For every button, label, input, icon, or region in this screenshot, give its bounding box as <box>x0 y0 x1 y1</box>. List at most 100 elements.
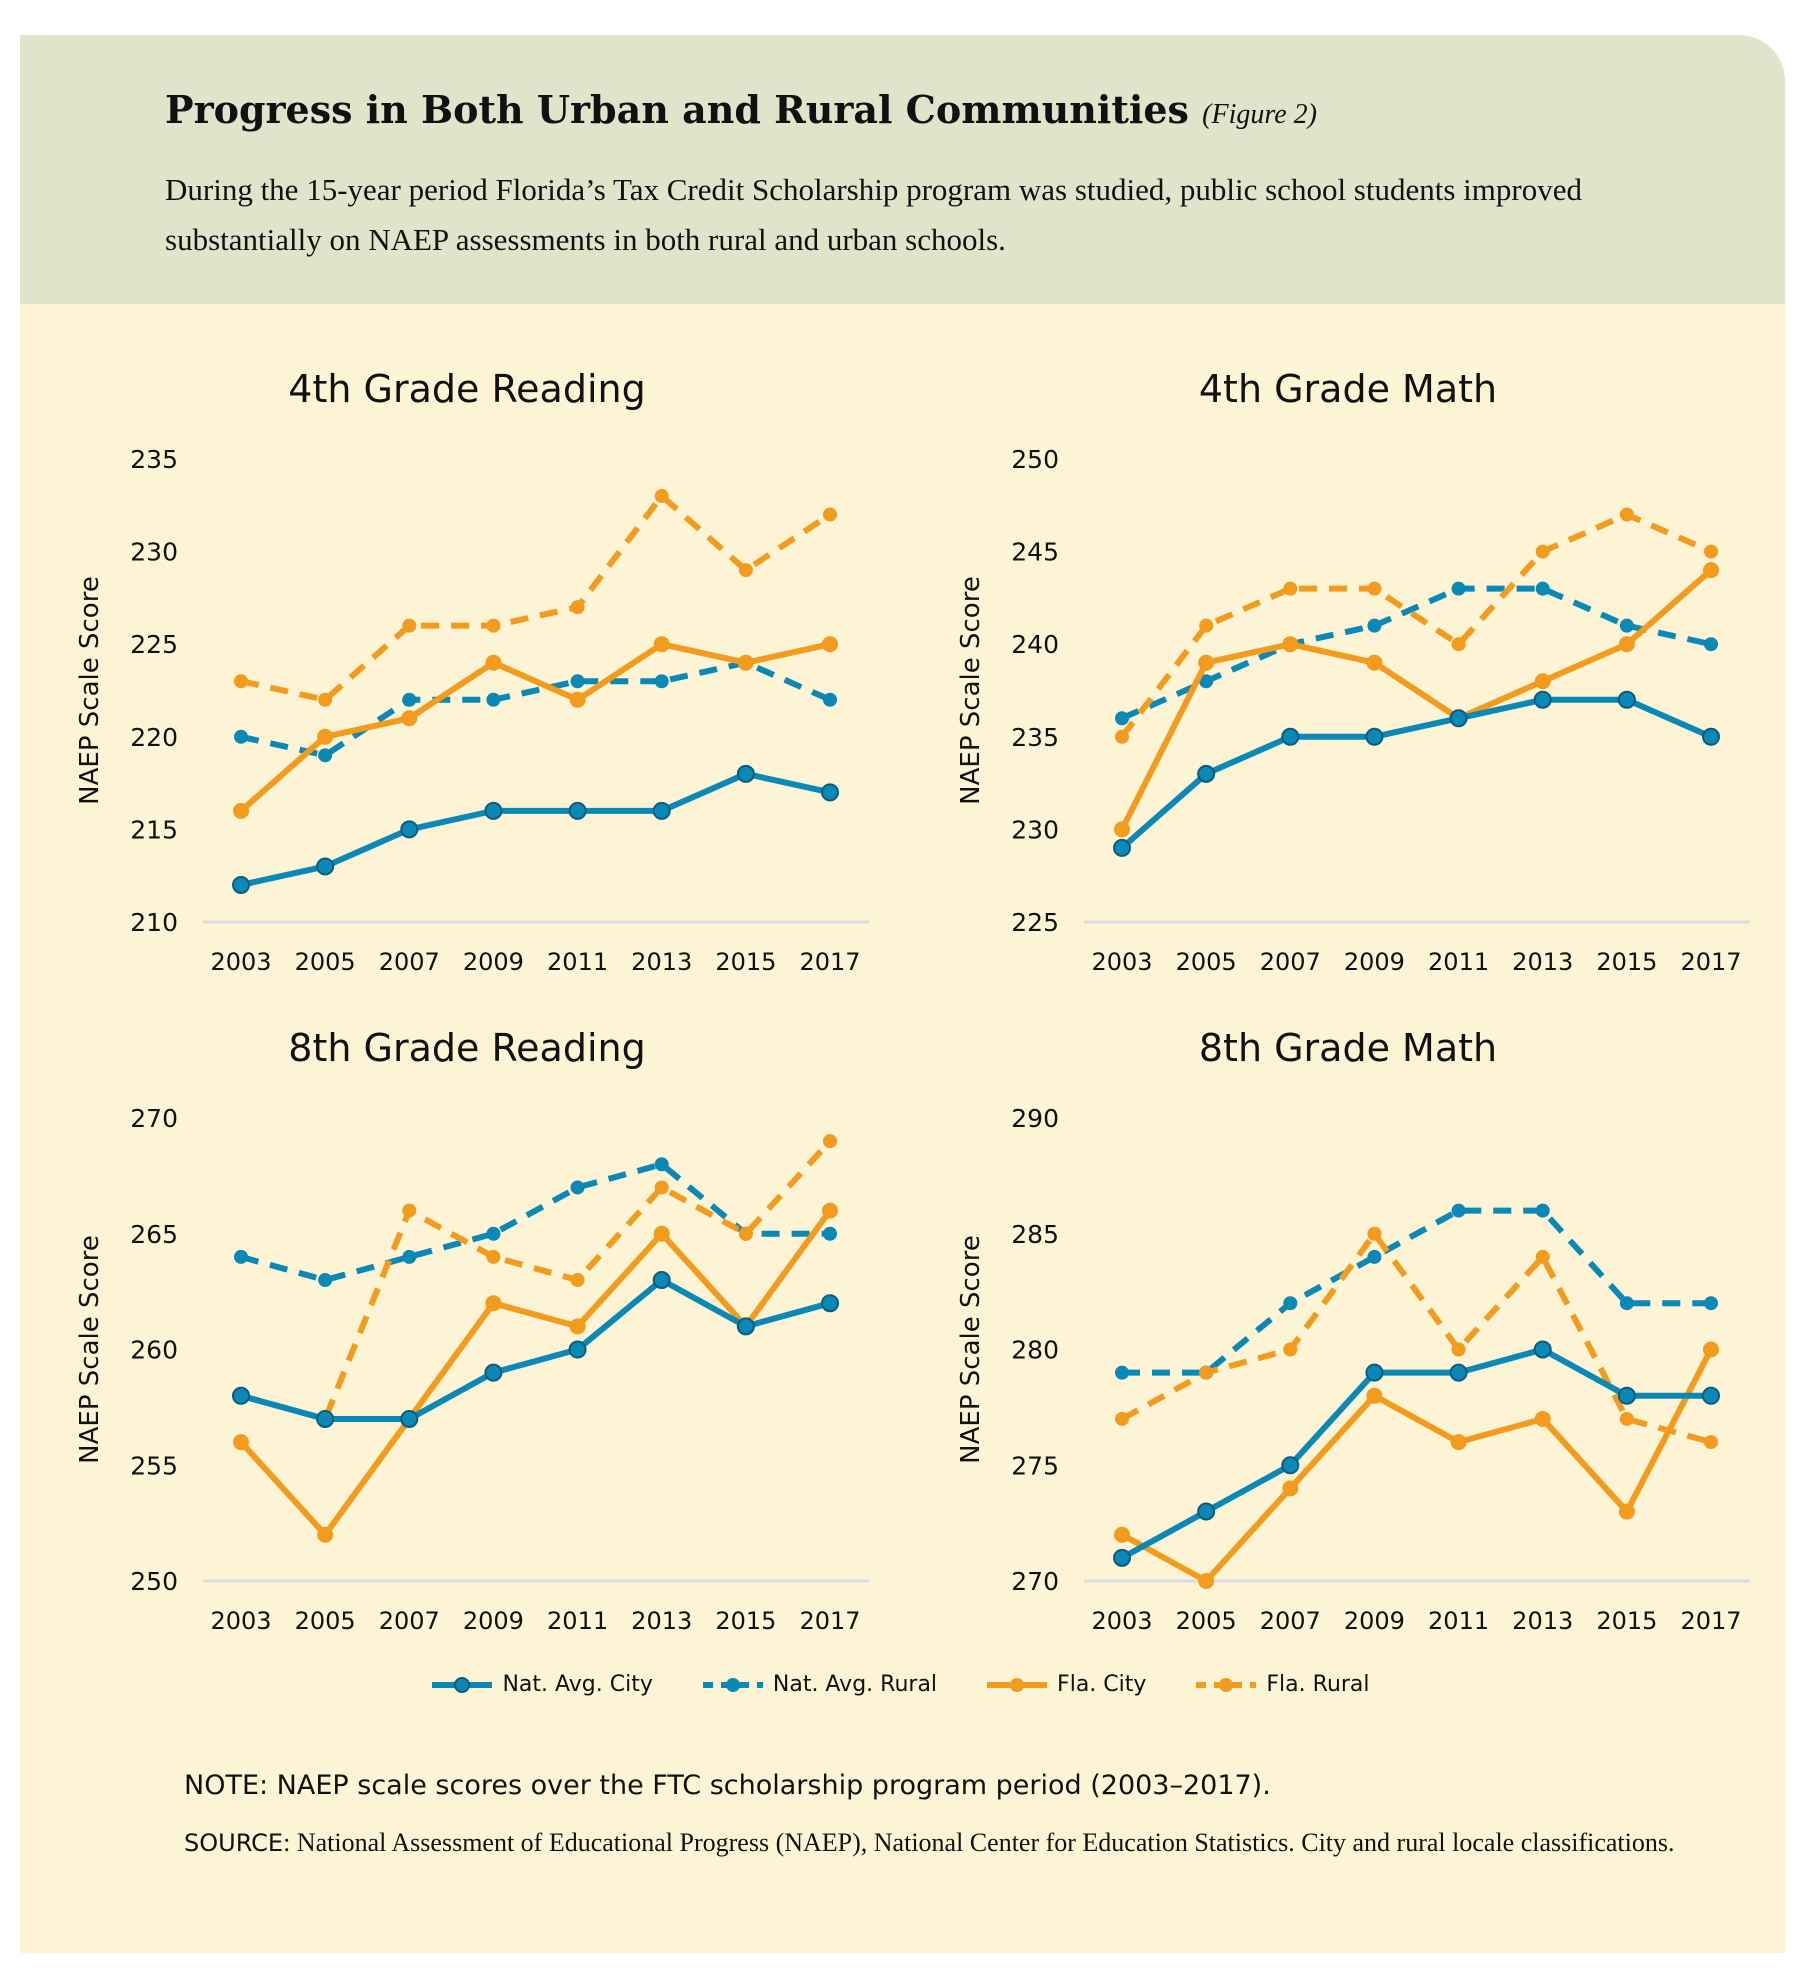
y-tick-label: 250 <box>1011 445 1059 474</box>
x-tick-label: 2003 <box>1091 1607 1152 1635</box>
data-point <box>1451 581 1466 596</box>
data-point <box>400 820 419 839</box>
data-point <box>569 691 586 708</box>
data-point <box>1704 1435 1718 1450</box>
series-line <box>240 1161 830 1284</box>
data-point <box>1704 1296 1718 1311</box>
data-point <box>1367 581 1382 596</box>
data-point <box>486 618 501 633</box>
data-point <box>823 507 837 522</box>
data-point <box>1449 709 1468 728</box>
x-tick-label: 2007 <box>1260 948 1321 976</box>
legend-item: Fla. City <box>985 1672 1146 1697</box>
series-line <box>240 1139 833 1422</box>
data-point <box>233 1434 249 1451</box>
data-point <box>822 1202 838 1219</box>
series-fla-city <box>1114 1341 1719 1589</box>
y-tick-label: 220 <box>130 723 178 752</box>
data-point <box>1113 1548 1131 1567</box>
series-line <box>239 641 831 814</box>
series-nat-avg-rural <box>234 1157 837 1288</box>
x-tick-label: 2009 <box>1344 948 1405 976</box>
note-text: NOTE: NAEP scale scores over the FTC sch… <box>184 1770 1271 1801</box>
data-point <box>1283 581 1298 596</box>
legend-item: Fla. Rural <box>1194 1672 1370 1697</box>
series-line <box>240 493 832 703</box>
data-point <box>1534 673 1551 690</box>
y-tick-label: 260 <box>130 1336 178 1365</box>
data-point <box>570 674 585 689</box>
data-point <box>653 1225 670 1242</box>
data-point <box>400 1409 419 1428</box>
chart-4th-grade-reading: 4th Grade Reading NAEP Scale Score 210 215 2… <box>75 367 869 976</box>
chart-8th-grade-reading: 8th Grade Reading NAEP Scale Score 250 255 2… <box>75 1026 869 1635</box>
chart-title: 4th Grade Reading <box>288 367 645 411</box>
data-point <box>1114 1526 1130 1543</box>
legend-item: Nat. Avg. City <box>430 1672 653 1697</box>
x-tick-label: 2013 <box>1512 948 1573 976</box>
legend: Nat. Avg. City Nat. Avg. Rural Fla. City Fl… <box>0 1672 1800 1697</box>
y-tick-label: 285 <box>1011 1220 1059 1249</box>
data-point <box>1535 1203 1550 1218</box>
data-point <box>652 801 671 820</box>
x-tick-label: 2003 <box>1091 948 1152 976</box>
data-point <box>1702 1386 1720 1405</box>
y-tick-label: 265 <box>130 1220 178 1249</box>
figure-label: (Figure 2) <box>1202 99 1317 130</box>
data-point <box>318 1273 333 1288</box>
source-body: : National Assessment of Educational Pro… <box>283 1828 1675 1857</box>
series-line <box>1122 1207 1711 1376</box>
data-point <box>1197 764 1216 783</box>
y-tick-label: 280 <box>1011 1336 1059 1365</box>
data-point <box>1115 1365 1129 1380</box>
x-tick-label: 2011 <box>547 1607 608 1635</box>
series-line <box>240 1277 831 1422</box>
data-point <box>402 618 417 633</box>
data-point <box>1451 1203 1466 1218</box>
data-point <box>1366 654 1383 671</box>
y-tick-label: 225 <box>1011 908 1059 937</box>
chart-title: 8th Grade Reading <box>288 1026 645 1070</box>
data-point <box>484 801 503 820</box>
x-tick-label: 2013 <box>1512 1607 1573 1635</box>
figure-subtitle: During the 15-year period Florida’s Tax … <box>165 172 1582 257</box>
data-point <box>233 802 249 819</box>
data-point <box>1281 727 1300 746</box>
data-point <box>570 600 585 615</box>
data-point <box>1617 690 1636 709</box>
figure-title: Progress in Both Urban and Rural Communi… <box>165 87 1317 132</box>
x-tick-label: 2017 <box>1680 948 1741 976</box>
data-point <box>1365 1363 1384 1382</box>
data-point <box>234 729 248 744</box>
x-tick-label: 2009 <box>463 1607 524 1635</box>
data-point <box>402 692 417 707</box>
y-axis-label: NAEP Scale Score <box>75 576 105 805</box>
data-point <box>823 1226 837 1241</box>
series-nat-avg-city <box>232 764 839 894</box>
data-point <box>402 1249 417 1264</box>
y-tick-label: 210 <box>130 908 178 937</box>
y-tick-label: 250 <box>130 1567 178 1596</box>
data-point <box>1535 581 1550 596</box>
series-line <box>1119 567 1713 831</box>
data-point <box>1619 1296 1634 1311</box>
data-point <box>1451 1342 1466 1357</box>
data-point <box>652 1271 671 1290</box>
legend-marker-icon <box>432 1676 493 1693</box>
data-point <box>1283 1296 1298 1311</box>
y-tick-label: 235 <box>130 445 178 474</box>
series-line <box>1119 511 1713 739</box>
y-tick-label: 270 <box>130 1104 178 1133</box>
data-point <box>1282 636 1299 653</box>
series-nat-avg-city <box>1113 1340 1720 1567</box>
data-point <box>484 1363 503 1382</box>
data-point <box>1619 507 1634 522</box>
data-point <box>485 654 502 671</box>
x-tick-label: 2011 <box>1428 948 1489 976</box>
chart-4th-grade-math: 4th Grade Math NAEP Scale Score 225 230 235 2… <box>956 367 1750 976</box>
series-nat-avg-city <box>232 1271 839 1428</box>
data-point <box>1451 637 1466 652</box>
data-point <box>1197 1502 1216 1521</box>
data-point <box>738 563 753 578</box>
series-fla-city <box>233 636 838 819</box>
